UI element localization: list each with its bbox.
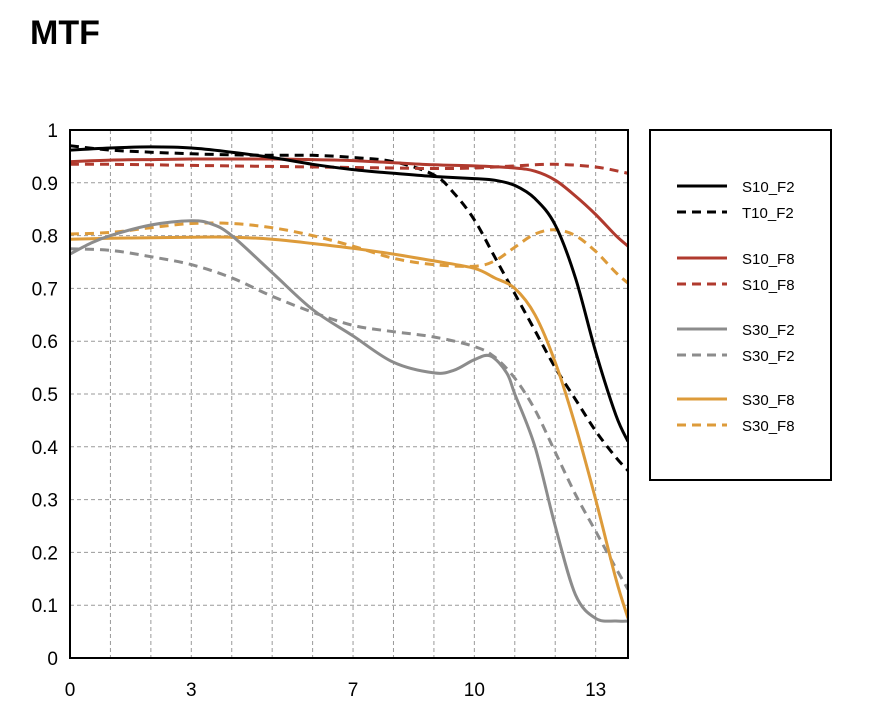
series-line-s10-f2-solid	[70, 145, 628, 443]
legend-label: S10_F8	[742, 251, 795, 268]
y-tick-label: 0.8	[32, 227, 58, 248]
x-tick-label: 7	[348, 680, 359, 701]
series-lines	[70, 144, 628, 623]
series-line-s30-f2-solid	[70, 219, 628, 623]
y-tick-label: 0.4	[32, 438, 59, 459]
axes: 00.10.20.30.40.50.60.70.80.910 3 7 10 13	[32, 121, 607, 701]
chart-title: MTF	[30, 14, 100, 52]
plot-frame	[69, 129, 629, 659]
legend-label: S30_F8	[742, 392, 795, 409]
series-line-s30-f2-dashed	[70, 247, 628, 591]
x-tick-label: 10	[464, 680, 485, 701]
y-tick-label: 0.7	[32, 279, 58, 300]
y-tick-label: 0.6	[32, 332, 58, 353]
y-tick-label: 0.9	[32, 174, 58, 195]
y-tick-label: 0.1	[32, 596, 58, 617]
legend: S10_F2 T10_F2 S10_F8 S10_F8 S30_F2 S30_F2 S30_…	[649, 129, 832, 481]
y-tick-label: 0	[47, 649, 58, 670]
y-tick-label: 1	[47, 121, 58, 142]
legend-label: S10_F2	[742, 179, 795, 196]
x-tick-label: 3	[186, 680, 197, 701]
series-line-s30-f8-solid	[70, 235, 628, 619]
legend-box	[649, 129, 832, 481]
y-tick-label: 0.3	[32, 491, 58, 512]
series-line-t10-f2-dashed	[70, 144, 628, 472]
y-tick-label: 0.5	[32, 385, 58, 406]
series-line-s10-f8-solid	[70, 157, 628, 248]
legend-label: S30_F8	[742, 418, 795, 435]
legend-label: S30_F2	[742, 322, 795, 339]
series-line-s30-f8-dashed	[70, 221, 628, 285]
x-tick-label: 13	[585, 680, 606, 701]
y-tick-label: 0.2	[32, 543, 58, 564]
series-line-s10-f8-dashed	[70, 162, 628, 175]
legend-label: S10_F8	[742, 277, 795, 294]
x-tick-label: 0	[65, 680, 76, 701]
legend-label: S30_F2	[742, 348, 795, 365]
legend-label: T10_F2	[742, 205, 794, 222]
